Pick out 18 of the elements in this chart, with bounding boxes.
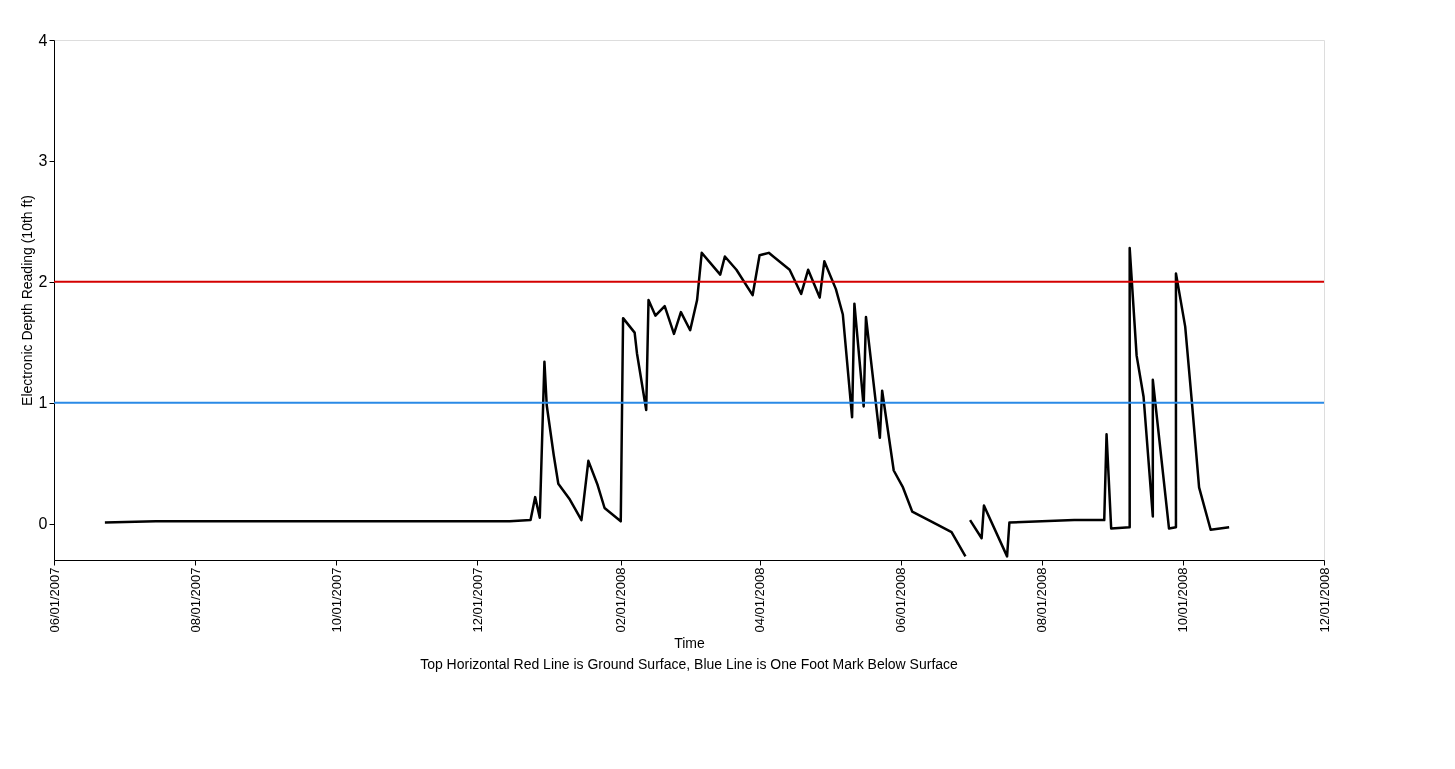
x-tick-label: 08/01/2008	[1034, 567, 1050, 633]
x-axis-title: Time	[674, 634, 706, 651]
y-tick-label: 1	[38, 394, 48, 412]
y-tick-label: 3	[38, 152, 48, 170]
text: Top Horizontal Red Line is Ground Surface, Blue Line is One Foot Mark Below Surface	[420, 656, 959, 673]
y-tick-label: 4	[38, 31, 48, 49]
y-tick-label: 0	[38, 515, 48, 533]
x-tick-label: 12/01/2008	[1316, 567, 1332, 633]
x-tick-label: 10/01/2008	[1175, 567, 1191, 633]
y-tick-label: 2	[38, 273, 48, 291]
x-tick-label: 02/01/2008	[613, 567, 629, 633]
x-tick-label: 04/01/2008	[752, 567, 768, 633]
x-tick-label: 10/01/2007	[328, 567, 344, 633]
x-tick-label: 06/01/2008	[893, 567, 909, 633]
x-tick-label: 08/01/2007	[187, 567, 203, 633]
x-tick-label: 06/01/2007	[46, 567, 62, 633]
y-axis-title: Electronic Depth Reading (10th ft)	[18, 195, 35, 406]
x-tick-label: 12/01/2007	[469, 567, 485, 633]
